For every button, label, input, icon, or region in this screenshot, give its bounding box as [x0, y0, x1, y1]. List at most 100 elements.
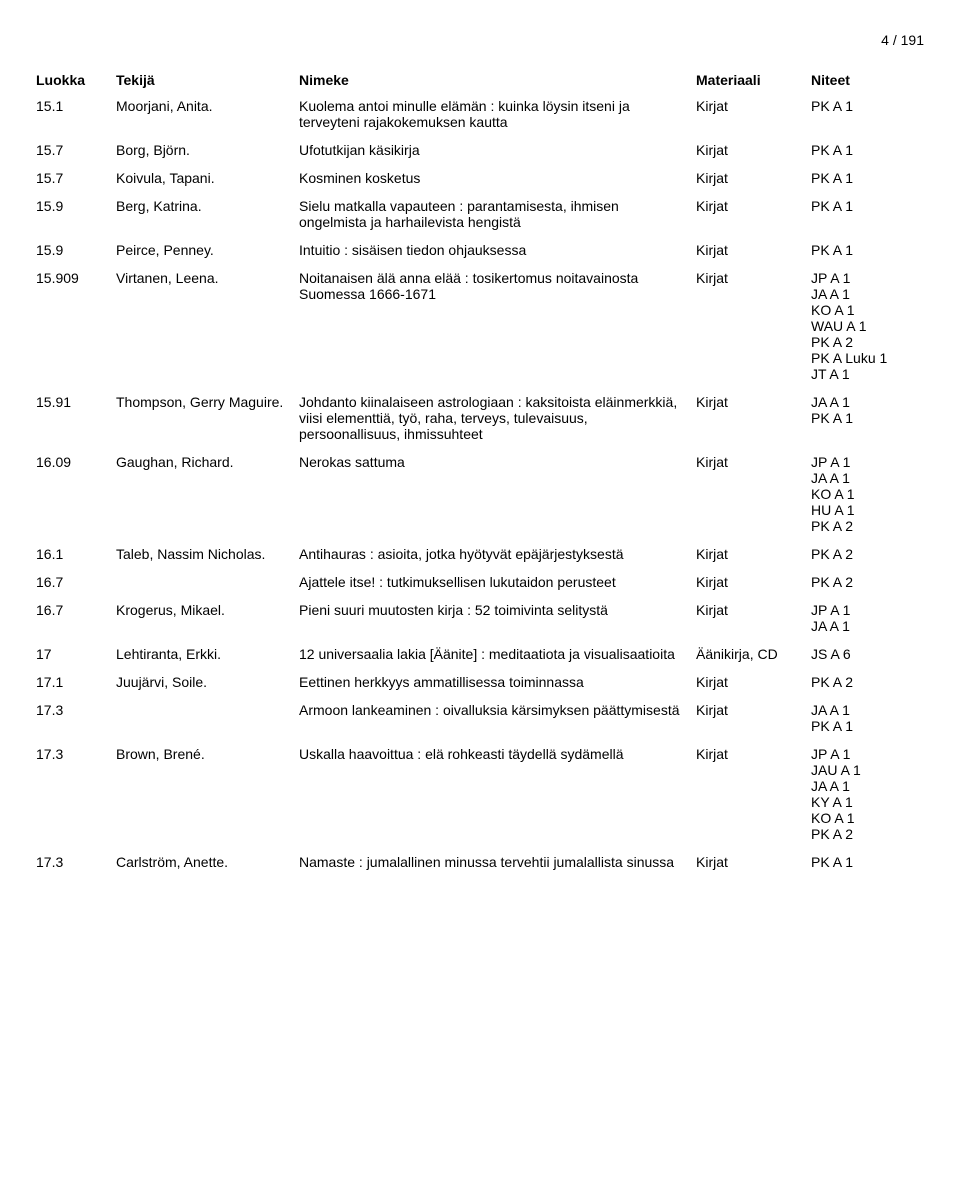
cell-title: Johdanto kiinalaiseen astrologiaan : kak…: [299, 394, 696, 442]
cell-material: Kirjat: [696, 394, 811, 410]
cell-class: 15.9: [36, 242, 116, 258]
cell-title: Kosminen kosketus: [299, 170, 696, 186]
shelf-code: PK A 1: [811, 410, 941, 426]
table-row: 16.09Gaughan, Richard.Nerokas sattumaKir…: [36, 454, 924, 534]
shelf-code: PK A 1: [811, 718, 941, 734]
shelf-code: KY A 1: [811, 794, 941, 810]
cell-shelf: PK A 1: [811, 198, 941, 214]
cell-material: Äänikirja, CD: [696, 646, 811, 662]
cell-title: 12 universaalia lakia [Äänite] : meditaa…: [299, 646, 696, 662]
catalog-table: Luokka Tekijä Nimeke Materiaali Niteet 1…: [36, 72, 924, 870]
cell-class: 15.1: [36, 98, 116, 114]
table-row: 15.9Peirce, Penney.Intuitio : sisäisen t…: [36, 242, 924, 258]
shelf-code: PK A 1: [811, 170, 941, 186]
shelf-code: JA A 1: [811, 470, 941, 486]
cell-author: Moorjani, Anita.: [116, 98, 299, 114]
shelf-code: JA A 1: [811, 702, 941, 718]
cell-title: Eettinen herkkyys ammatillisessa toiminn…: [299, 674, 696, 690]
shelf-code: JP A 1: [811, 602, 941, 618]
header-author: Tekijä: [116, 72, 299, 88]
cell-author: Berg, Katrina.: [116, 198, 299, 214]
cell-title: Ajattele itse! : tutkimuksellisen lukuta…: [299, 574, 696, 590]
table-row: 15.91Thompson, Gerry Maguire.Johdanto ki…: [36, 394, 924, 442]
header-material: Materiaali: [696, 72, 811, 88]
table-row: 15.909Virtanen, Leena.Noitanaisen älä an…: [36, 270, 924, 382]
shelf-code: JP A 1: [811, 746, 941, 762]
cell-material: Kirjat: [696, 674, 811, 690]
cell-shelf: PK A 1: [811, 98, 941, 114]
cell-class: 15.909: [36, 270, 116, 286]
cell-material: Kirjat: [696, 270, 811, 286]
header-class: Luokka: [36, 72, 116, 88]
cell-title: Noitanaisen älä anna elää : tosikertomus…: [299, 270, 696, 302]
table-row: 17.1Juujärvi, Soile.Eettinen herkkyys am…: [36, 674, 924, 690]
cell-class: 17.3: [36, 746, 116, 762]
page-number: 4 / 191: [36, 32, 924, 48]
cell-author: Virtanen, Leena.: [116, 270, 299, 286]
cell-material: Kirjat: [696, 854, 811, 870]
cell-title: Nerokas sattuma: [299, 454, 696, 470]
cell-shelf: PK A 1: [811, 142, 941, 158]
shelf-code: WAU A 1: [811, 318, 941, 334]
cell-material: Kirjat: [696, 602, 811, 618]
cell-class: 17.3: [36, 702, 116, 718]
cell-shelf: PK A 2: [811, 574, 941, 590]
cell-author: Koivula, Tapani.: [116, 170, 299, 186]
cell-material: Kirjat: [696, 242, 811, 258]
shelf-code: JP A 1: [811, 270, 941, 286]
cell-material: Kirjat: [696, 454, 811, 470]
table-row: 15.7Koivula, Tapani.Kosminen kosketusKir…: [36, 170, 924, 186]
cell-author: Taleb, Nassim Nicholas.: [116, 546, 299, 562]
shelf-code: PK A 2: [811, 518, 941, 534]
cell-class: 17: [36, 646, 116, 662]
cell-author: Brown, Brené.: [116, 746, 299, 762]
table-row: 17.3Armoon lankeaminen : oivalluksia kär…: [36, 702, 924, 734]
shelf-code: PK A 1: [811, 198, 941, 214]
cell-shelf: JP A 1JAU A 1JA A 1KY A 1KO A 1PK A 2: [811, 746, 941, 842]
cell-shelf: PK A 2: [811, 674, 941, 690]
shelf-code: HU A 1: [811, 502, 941, 518]
cell-shelf: JP A 1JA A 1KO A 1WAU A 1PK A 2PK A Luku…: [811, 270, 941, 382]
cell-material: Kirjat: [696, 98, 811, 114]
shelf-code: KO A 1: [811, 810, 941, 826]
cell-title: Sielu matkalla vapauteen : parantamisest…: [299, 198, 696, 230]
shelf-code: JT A 1: [811, 366, 941, 382]
cell-author: Borg, Björn.: [116, 142, 299, 158]
cell-material: Kirjat: [696, 746, 811, 762]
cell-class: 16.09: [36, 454, 116, 470]
cell-author: Gaughan, Richard.: [116, 454, 299, 470]
cell-shelf: JP A 1JA A 1KO A 1HU A 1PK A 2: [811, 454, 941, 534]
table-row: 16.1Taleb, Nassim Nicholas.Antihauras : …: [36, 546, 924, 562]
shelf-code: PK A 1: [811, 98, 941, 114]
cell-material: Kirjat: [696, 198, 811, 214]
cell-shelf: PK A 1: [811, 170, 941, 186]
cell-class: 15.9: [36, 198, 116, 214]
cell-material: Kirjat: [696, 574, 811, 590]
cell-material: Kirjat: [696, 170, 811, 186]
cell-shelf: JP A 1JA A 1: [811, 602, 941, 634]
cell-title: Ufotutkijan käsikirja: [299, 142, 696, 158]
cell-author: Krogerus, Mikael.: [116, 602, 299, 618]
table-row: 15.7Borg, Björn.Ufotutkijan käsikirjaKir…: [36, 142, 924, 158]
cell-title: Intuitio : sisäisen tiedon ohjauksessa: [299, 242, 696, 258]
shelf-code: JA A 1: [811, 286, 941, 302]
table-row: 16.7Krogerus, Mikael.Pieni suuri muutost…: [36, 602, 924, 634]
cell-author: Peirce, Penney.: [116, 242, 299, 258]
cell-class: 16.7: [36, 574, 116, 590]
table-row: 15.1Moorjani, Anita.Kuolema antoi minull…: [36, 98, 924, 130]
table-header-row: Luokka Tekijä Nimeke Materiaali Niteet: [36, 72, 924, 88]
cell-class: 15.7: [36, 170, 116, 186]
table-row: 17Lehtiranta, Erkki.12 universaalia laki…: [36, 646, 924, 662]
cell-author: Lehtiranta, Erkki.: [116, 646, 299, 662]
cell-title: Pieni suuri muutosten kirja : 52 toimivi…: [299, 602, 696, 618]
table-row: 15.9Berg, Katrina.Sielu matkalla vapaute…: [36, 198, 924, 230]
cell-class: 16.7: [36, 602, 116, 618]
table-row: 16.7 Ajattele itse! : tutkimuksellisen lu…: [36, 574, 924, 590]
table-row: 17.3Brown, Brené.Uskalla haavoittua : el…: [36, 746, 924, 842]
header-shelf: Niteet: [811, 72, 941, 88]
cell-shelf: PK A 2: [811, 546, 941, 562]
cell-title: Uskalla haavoittua : elä rohkeasti täyde…: [299, 746, 696, 762]
shelf-code: PK A 1: [811, 242, 941, 258]
shelf-code: PK A Luku 1: [811, 350, 941, 366]
cell-author: Carlström, Anette.: [116, 854, 299, 870]
